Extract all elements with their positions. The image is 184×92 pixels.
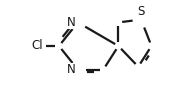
Text: Cl: Cl: [31, 39, 43, 53]
Text: N: N: [67, 16, 76, 29]
Text: S: S: [137, 5, 145, 18]
Text: N: N: [67, 63, 76, 76]
